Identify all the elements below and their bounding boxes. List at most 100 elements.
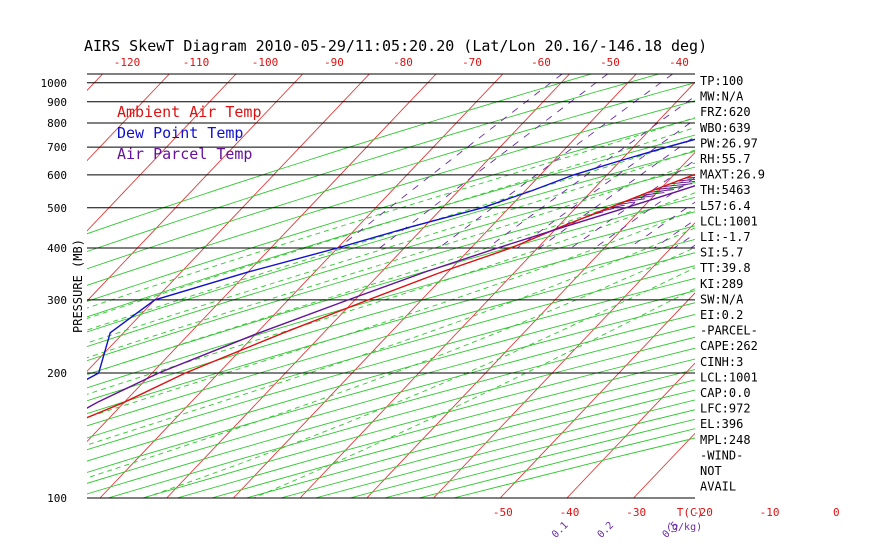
top-temp-tick-label: -80 [393,56,413,69]
moist-adiabat-line [253,287,695,498]
dry-adiabat-line [87,134,695,318]
moist-adiabat-line [143,267,695,498]
isotherm-line [87,74,304,302]
cape-hatch-line [809,131,842,134]
index-label: WBO:639 [700,121,751,135]
isotherm-line [87,74,370,372]
isotherm-line [299,81,695,498]
mixing-ratio-line [379,74,608,249]
mixing-ratio-unit-label: (g/kg) [666,522,702,533]
index-label: -PARCEL- [700,324,758,338]
dry-adiabat-line [87,74,592,235]
top-temp-tick-label: -50 [600,56,620,69]
cape-hatch-line [814,129,847,132]
dry-adiabat-line [418,428,695,498]
cape-hatch-line [824,125,858,128]
ambient-air-temp-line [87,173,695,419]
cape-hatch-line [834,121,869,124]
dry-adiabat-line [87,277,695,451]
isotherm-line [499,292,695,498]
dry-adiabat-line [87,211,695,389]
index-label: MW:N/A [700,90,744,104]
index-label: -WIND- [700,448,743,462]
top-temp-tick-label: -120 [114,56,141,69]
dry-adiabat-line [87,117,695,302]
cape-hatch-line [639,192,665,197]
bottom-temp-tick-label: -30 [626,506,646,519]
dry-adiabat-line [87,325,695,495]
mixing-ratio-line [570,159,695,249]
mixing-ratio-line [808,74,870,248]
cape-hatch-line [803,134,836,137]
index-label: KI:289 [700,277,743,291]
cape-hatch-line [791,138,825,141]
cape-hatch-line [829,123,863,126]
pressure-tick-label: 100 [47,492,67,505]
mixing-ratio-line [516,118,695,249]
dry-adiabat-line [87,82,695,270]
cape-hatch-line [670,180,695,185]
cape-hatch-line [858,113,870,116]
dry-adiabat-line [87,74,660,253]
index-label: RH:55.7 [700,152,751,166]
legend-entry: Air Parcel Temp [117,145,252,163]
isotherm-line [87,74,103,92]
cape-hatch-line [778,143,812,146]
cape-hatch-line [784,140,818,143]
bottom-temp-tick-label: -10 [760,506,780,519]
index-label: AVAIL [700,480,736,494]
cape-hatch-line [624,198,645,203]
index-label: SW:N/A [700,292,744,306]
index-label: MAXT:26.9 [700,168,765,182]
moist-adiabat-line [87,149,695,344]
pressure-tick-label: 800 [47,117,67,130]
index-label: TH:5463 [700,183,751,197]
isotherm-line [87,74,437,443]
index-label: CAPE:262 [700,339,758,353]
index-label: PW:26.97 [700,136,758,150]
cape-hatch-line [840,119,870,122]
bottom-temp-tick-label: 0 [833,506,840,519]
x-axis-label: T(C) [677,506,704,519]
dry-adiabat-line [87,314,695,484]
index-label: LCL:1001 [700,370,758,384]
isotherm-line [0,74,36,498]
index-label: TT:39.8 [700,261,751,275]
cape-hatch-line [819,127,852,130]
dry-adiabat-line [87,238,695,415]
index-label: CAP:0.0 [700,386,751,400]
legend-entry: Dew Point Temp [117,124,243,142]
dry-adiabat-line [87,100,695,286]
top-temp-tick-label: -90 [324,56,344,69]
legend-entry: Ambient Air Temp [117,103,262,121]
index-label: LI:-1.7 [700,230,751,244]
cape-hatch-line [764,147,799,150]
cape-hatch-line [846,117,870,120]
bottom-temp-tick-label: -20 [693,506,713,519]
mixing-ratio-line [438,74,673,249]
dry-adiabat-line [87,196,695,375]
mixing-ratio-tick-label: 0.2 [596,520,617,541]
top-temp-tick-label: -60 [531,56,551,69]
mixing-ratio-line [487,95,695,249]
top-temp-tick-label: -40 [669,56,689,69]
dry-adiabat-line [87,225,695,402]
dry-adiabat-line [87,252,695,427]
isotherm-line [433,222,695,498]
cape-hatch-line [631,195,655,200]
cape-hatch-line [852,115,870,118]
moist-adiabat-line [87,127,695,320]
mixing-ratio-line [337,74,563,249]
chart-title: AIRS SkewT Diagram 2010-05-29/11:05:20.2… [84,37,707,55]
cape-hatch-line [677,178,695,182]
mixing-ratio-line [761,74,870,248]
dry-adiabat-line [176,358,695,498]
isotherm-line [87,74,237,232]
pressure-tick-label: 700 [47,141,67,154]
cape-hatch-line [662,183,693,188]
pressure-tick-label: 1000 [41,77,68,90]
isotherm-line [566,362,695,498]
cape-hatch-line [684,176,695,179]
cape-hatch-line [797,136,830,139]
